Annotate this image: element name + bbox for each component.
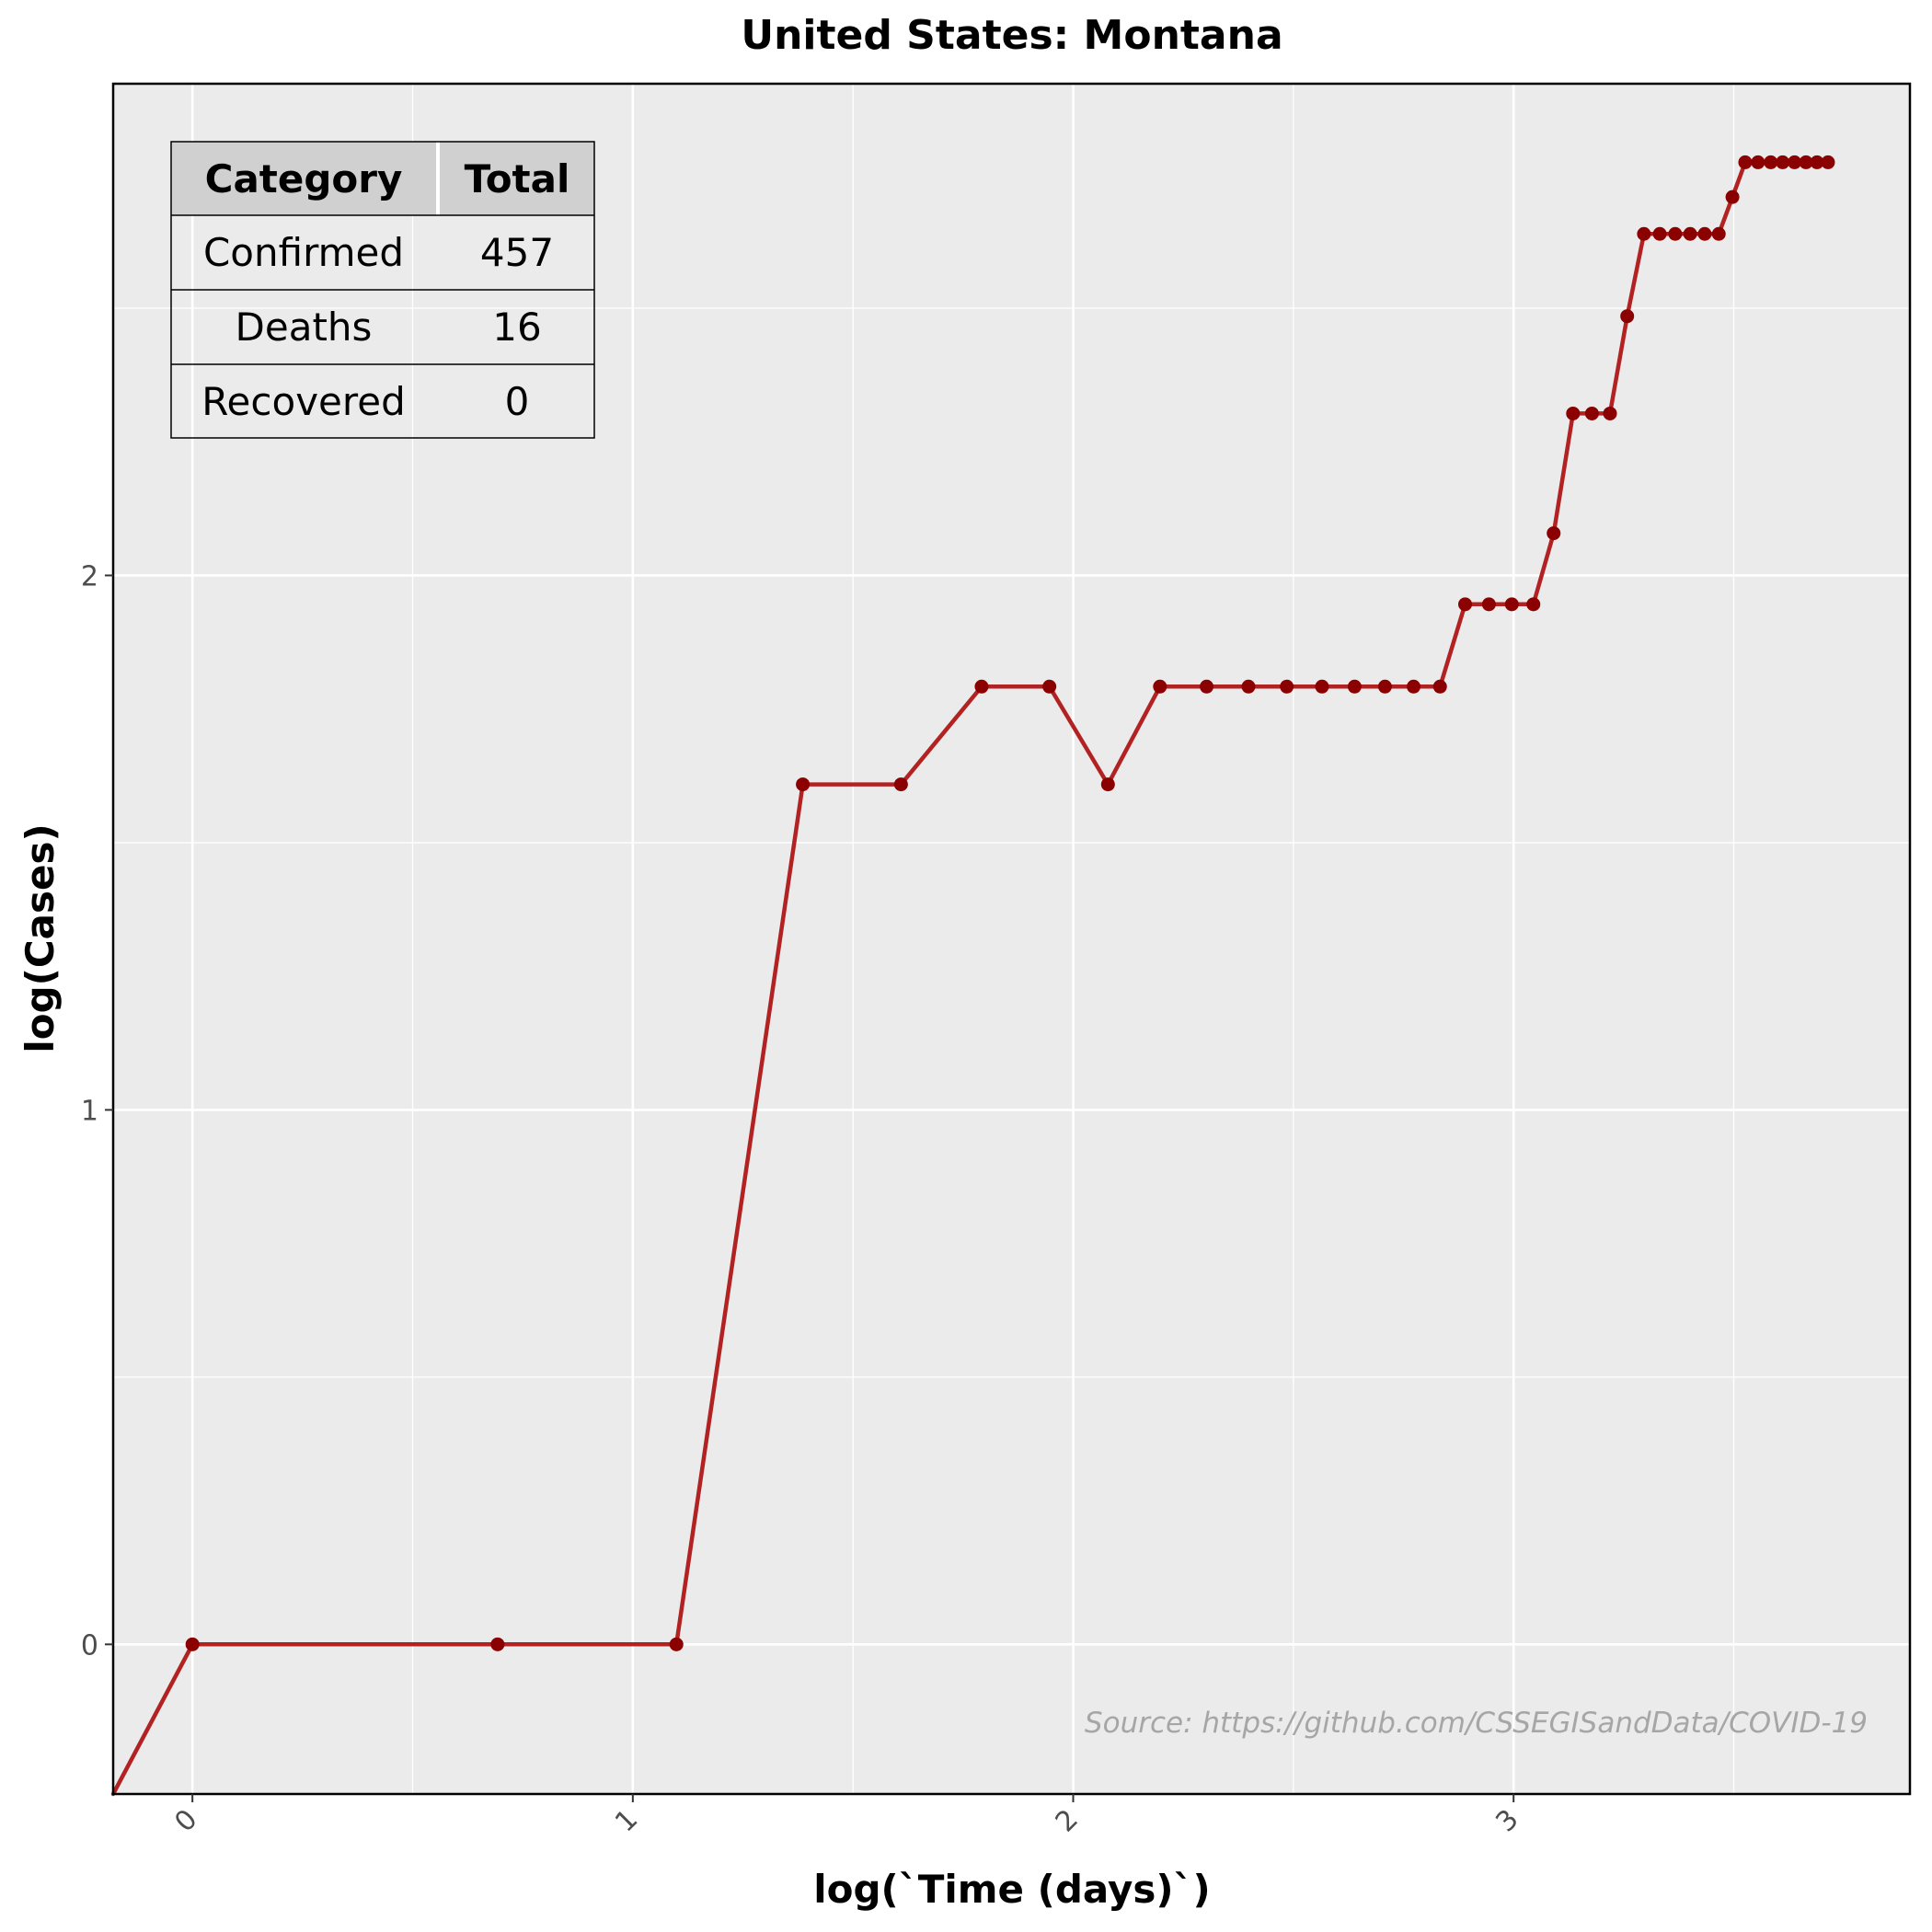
data-point: [1504, 597, 1519, 612]
data-point: [796, 777, 811, 792]
data-point: [1153, 679, 1167, 694]
data-point: [1620, 309, 1635, 324]
data-point: [1776, 155, 1790, 169]
data-point: [669, 1637, 684, 1651]
data-point: [1458, 597, 1473, 612]
data-point: [974, 679, 989, 694]
data-point: [1584, 406, 1599, 420]
data-point: [1668, 226, 1683, 241]
data-point: [1697, 226, 1712, 241]
table-cell-category: Confirmed: [203, 230, 404, 275]
chart-title: United States: Montana: [741, 12, 1282, 59]
y-tick-label: 2: [81, 560, 98, 592]
data-point: [1738, 155, 1753, 169]
data-point: [893, 777, 908, 792]
data-point: [1810, 155, 1824, 169]
data-point: [1725, 190, 1740, 204]
data-point: [1603, 406, 1617, 420]
table-cell-total: 0: [505, 379, 530, 424]
x-tick-label: 1: [609, 1803, 644, 1838]
data-point: [1315, 679, 1329, 694]
data-point: [1280, 679, 1294, 694]
plot-border: [111, 82, 1912, 1796]
y-tick-label: 0: [81, 1629, 98, 1662]
x-axis-label: log(`Time (days)`): [813, 1867, 1211, 1912]
table-cell-total: 16: [492, 305, 541, 350]
data-point: [1481, 597, 1496, 612]
plot-panel: [113, 84, 1910, 1794]
data-point: [1526, 597, 1541, 612]
table-header-bg: [171, 142, 594, 215]
data-point: [185, 1637, 200, 1651]
data-point: [1547, 526, 1561, 541]
data-point: [1377, 679, 1392, 694]
table-cell-category: Recovered: [201, 379, 405, 424]
data-point: [1200, 679, 1214, 694]
table-cell-category: Deaths: [236, 305, 373, 350]
data-point: [1788, 155, 1802, 169]
y-tick-label: 1: [81, 1095, 98, 1127]
series-line-layer: [110, 155, 1835, 1797]
table-cell-total: 457: [480, 230, 554, 275]
data-point: [490, 1637, 505, 1651]
data-point: [1652, 226, 1667, 241]
source-annotation: Source: https://github.com/CSSEGISandDat…: [1085, 1707, 1868, 1740]
data-point: [1799, 155, 1813, 169]
data-point: [1042, 679, 1057, 694]
data-point: [1432, 679, 1447, 694]
x-tick-label: 2: [1050, 1803, 1085, 1838]
data-point: [1683, 226, 1697, 241]
data-point: [1764, 155, 1778, 169]
data-point: [1347, 679, 1362, 694]
data-point: [1100, 777, 1115, 792]
data-point: [1711, 226, 1726, 241]
x-tick-label: 3: [1489, 1803, 1524, 1838]
x-tick-label: 0: [168, 1803, 203, 1838]
data-point: [1637, 226, 1651, 241]
data-point: [1566, 406, 1581, 420]
data-point: [1751, 155, 1765, 169]
data-point: [1241, 679, 1256, 694]
data-point: [1407, 679, 1421, 694]
data-point: [1821, 155, 1835, 169]
table-header-category: Category: [205, 156, 403, 201]
summary-table: Category Total Confirmed 457 Deaths 16 R…: [170, 141, 595, 439]
y-axis-label: log(Cases): [17, 823, 63, 1052]
table-header-total: Total: [465, 156, 570, 201]
